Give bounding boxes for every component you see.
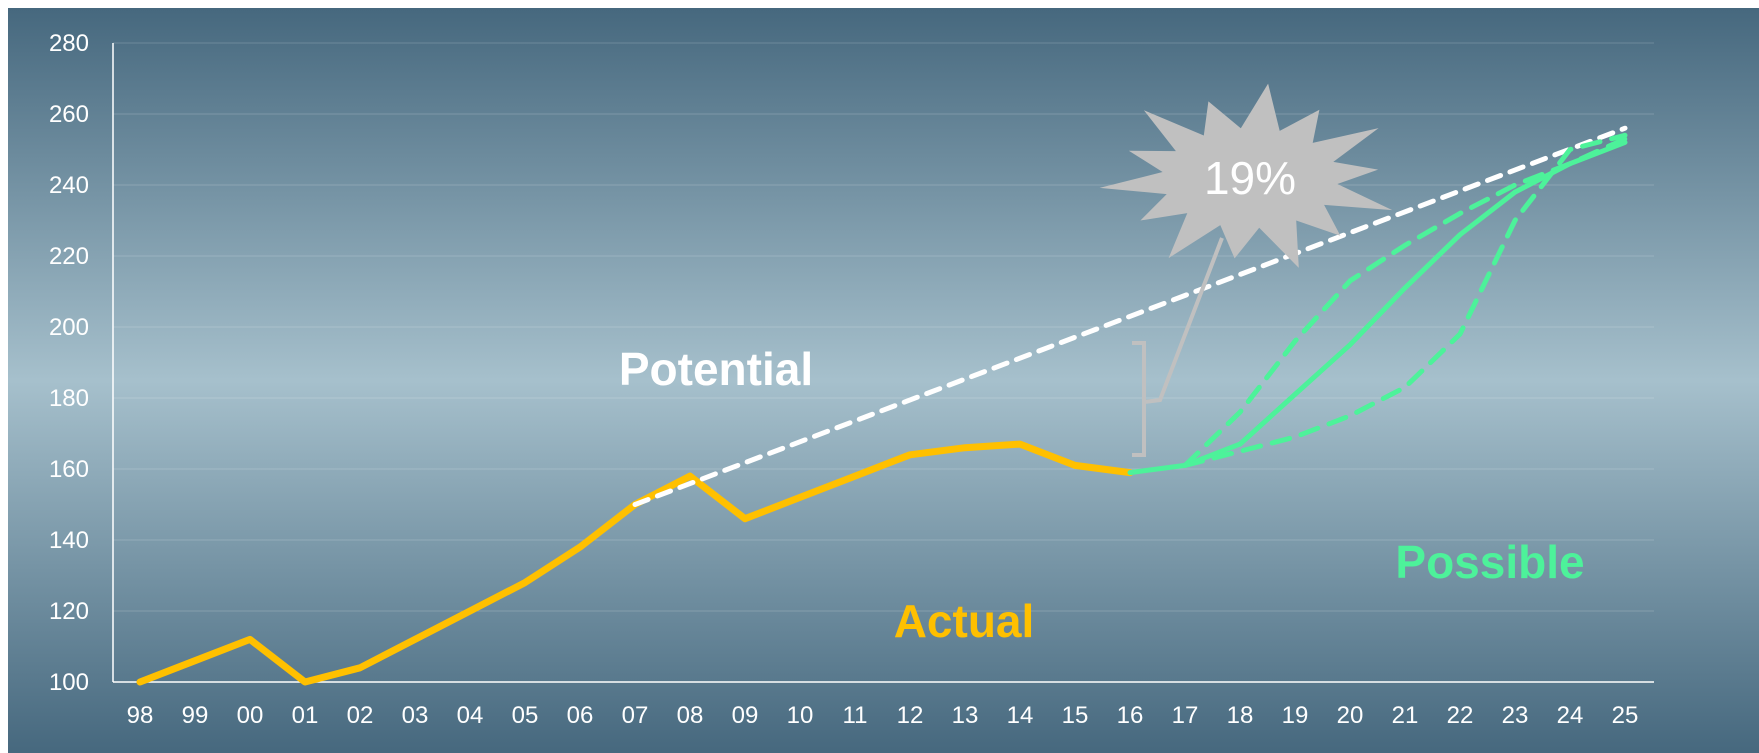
x-tick-label: 19 [1282,702,1309,729]
x-tick-label: 03 [402,702,429,729]
y-tick-label: 180 [49,385,89,412]
x-tick-label: 08 [677,702,704,729]
x-tick-label: 00 [237,702,264,729]
callout-starburst [1099,83,1393,268]
series-line-possible [1127,139,1628,476]
y-tick-label: 100 [49,669,89,696]
callout-percent-label: 19% [1204,152,1296,204]
x-tick-label: 99 [182,702,209,729]
plot-background [8,8,1759,753]
x-tick-label: 06 [567,702,594,729]
x-tick-label: 13 [952,702,979,729]
grid-layer [113,42,1654,612]
y-tick-label: 220 [49,243,89,270]
y-tick-label: 140 [49,527,89,554]
x-tick-label: 01 [292,702,319,729]
x-tick-label: 07 [622,702,649,729]
x-tick-label: 16 [1117,702,1144,729]
x-tick-label: 25 [1612,702,1639,729]
y-tick-label: 120 [49,598,89,625]
actual-label: Actual [894,595,1035,647]
x-tick-label: 14 [1007,702,1034,729]
x-tick-label: 24 [1557,702,1584,729]
x-tick-label: 98 [127,702,154,729]
x-tick-label: 12 [897,702,924,729]
x-tick-label: 23 [1502,702,1529,729]
x-tick-label: 18 [1227,702,1254,729]
possible-label: Possible [1395,536,1584,588]
annotation-layer: 19% [1099,83,1393,457]
y-tick-label: 200 [49,314,89,341]
x-tick-label: 11 [843,702,868,729]
x-tick-label: 17 [1172,702,1199,729]
potential-label: Potential [619,343,813,395]
y-tick-label: 280 [49,30,89,57]
series-line-potential [632,125,1628,507]
x-tick-label: 02 [347,702,374,729]
y-tick-label: 160 [49,456,89,483]
axis-layer: 100 120 140 160 180 200 220 240 260 280 98 99 00 01 02… [49,30,1654,729]
x-tick-label: 04 [457,702,484,729]
y-tick-label: 260 [49,101,89,128]
x-tick-label: 21 [1392,702,1419,729]
series-layer [136,125,1628,686]
callout-pointer [1143,237,1224,404]
x-tick-label: 15 [1062,702,1089,729]
x-tick-label: 10 [787,702,814,729]
y-tick-label: 240 [49,172,89,199]
x-tick-label: 09 [732,702,759,729]
series-line-scenario-4 [1182,132,1628,468]
x-tick-label: 22 [1447,702,1474,729]
x-tick-label: 20 [1337,702,1364,729]
x-tick-label: 05 [512,702,539,729]
gap-bracket [1132,341,1146,457]
